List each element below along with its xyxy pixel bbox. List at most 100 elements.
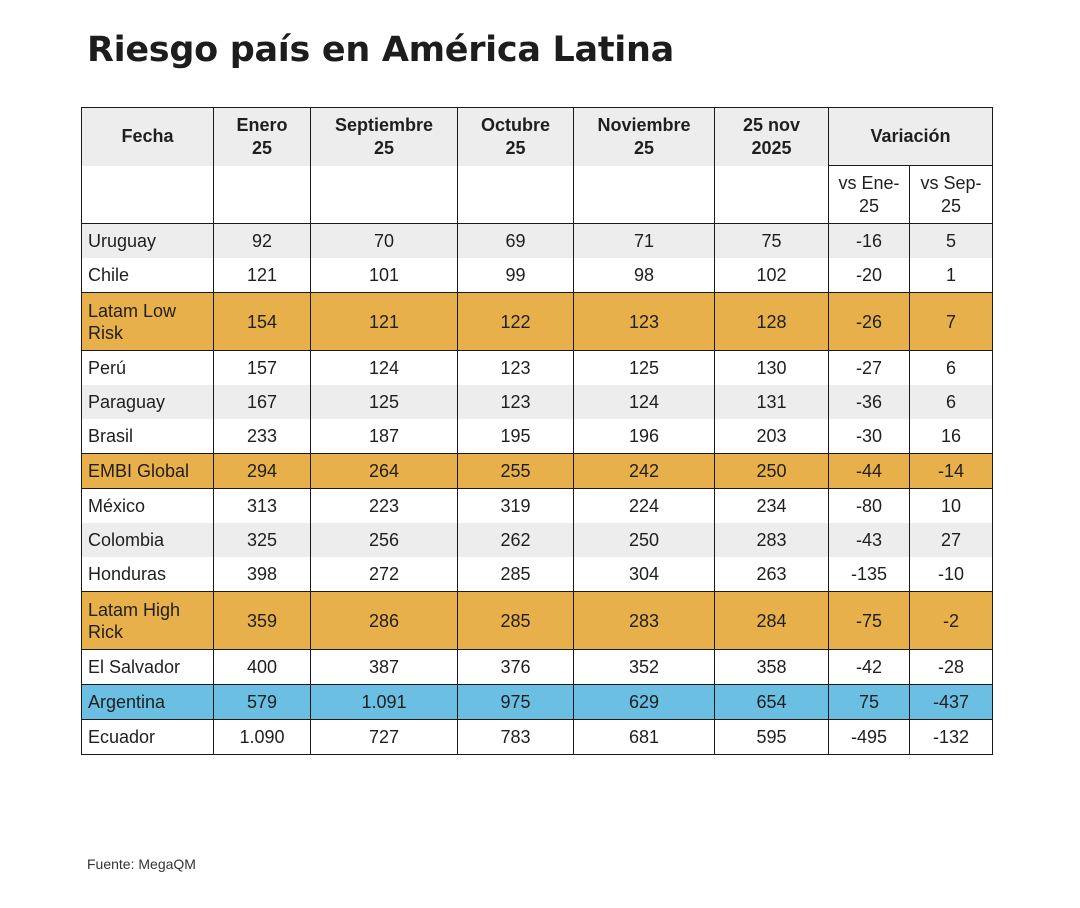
row-value: 16 [909, 419, 994, 454]
row-value: 398 [213, 557, 311, 592]
row-value: 27 [909, 523, 994, 557]
row-value: 99 [457, 258, 574, 293]
row-value: -42 [828, 649, 910, 685]
row-label: Uruguay [81, 223, 214, 258]
table-row: Brasil 233 187 195 196 203 -30 16 [81, 419, 994, 454]
row-value: 128 [714, 292, 829, 351]
row-value: 975 [457, 684, 574, 720]
row-label: Paraguay [81, 385, 214, 419]
row-value: -135 [828, 557, 910, 592]
row-value: 101 [310, 258, 458, 293]
row-value: 123 [573, 292, 715, 351]
row-value: -43 [828, 523, 910, 557]
row-value: 131 [714, 385, 829, 419]
row-value: 400 [213, 649, 311, 685]
row-value: 629 [573, 684, 715, 720]
row-value: 130 [714, 350, 829, 385]
table-row: Honduras 398 272 285 304 263 -135 -10 [81, 557, 994, 592]
subheader-empty [310, 165, 458, 224]
header-col-oct25: Octubre 25 [457, 107, 574, 166]
row-value: 71 [573, 223, 715, 258]
row-value: 154 [213, 292, 311, 351]
row-value: -80 [828, 488, 910, 523]
row-value: 234 [714, 488, 829, 523]
row-label: Argentina [81, 684, 214, 720]
row-value: 255 [457, 453, 574, 489]
row-value: -26 [828, 292, 910, 351]
row-label: El Salvador [81, 649, 214, 685]
header-variacion: Variación [828, 107, 994, 166]
row-value: 6 [909, 385, 994, 419]
table-row: Chile 121 101 99 98 102 -20 1 [81, 258, 994, 293]
row-value: 286 [310, 591, 458, 650]
subheader-empty [213, 165, 311, 224]
row-label: Colombia [81, 523, 214, 557]
chart-title: Riesgo país en América Latina [87, 30, 674, 70]
row-value: 121 [310, 292, 458, 351]
row-value: 304 [573, 557, 715, 592]
row-value: 681 [573, 719, 715, 755]
table-row: Latam High Rick 359 286 285 283 284 -75 -2 [81, 591, 994, 650]
row-value: 1.091 [310, 684, 458, 720]
row-label: Perú [81, 350, 214, 385]
row-value: 224 [573, 488, 715, 523]
row-value: 122 [457, 292, 574, 351]
row-value: 325 [213, 523, 311, 557]
row-value: -14 [909, 453, 994, 489]
header-row: Fecha Enero 25 Septiembre 25 Octubre 25 Nov… [81, 107, 994, 166]
row-value: 285 [457, 557, 574, 592]
row-value: 203 [714, 419, 829, 454]
source-note: Fuente: MegaQM [87, 856, 196, 872]
header-fecha: Fecha [81, 107, 214, 166]
table-row: México 313 223 319 224 234 -80 10 [81, 488, 994, 523]
row-value: 359 [213, 591, 311, 650]
row-value: -132 [909, 719, 994, 755]
row-value: 196 [573, 419, 715, 454]
header-col-25nov2025: 25 nov 2025 [714, 107, 829, 166]
row-value: 125 [310, 385, 458, 419]
table-row: Ecuador 1.090 727 783 681 595 -495 -132 [81, 719, 994, 755]
row-value: 283 [573, 591, 715, 650]
row-value: 313 [213, 488, 311, 523]
header-col-sep25: Septiembre 25 [310, 107, 458, 166]
row-value: 1.090 [213, 719, 311, 755]
table-row: EMBI Global 294 264 255 242 250 -44 -14 [81, 453, 994, 489]
table-row: Colombia 325 256 262 250 283 -43 27 [81, 523, 994, 557]
row-value: 242 [573, 453, 715, 489]
row-value: 294 [213, 453, 311, 489]
row-value: 595 [714, 719, 829, 755]
row-value: 358 [714, 649, 829, 685]
row-value: 75 [828, 684, 910, 720]
row-value: -16 [828, 223, 910, 258]
row-value: 223 [310, 488, 458, 523]
row-value: 75 [714, 223, 829, 258]
row-value: 10 [909, 488, 994, 523]
row-value: 783 [457, 719, 574, 755]
row-value: 123 [457, 350, 574, 385]
row-value: 124 [310, 350, 458, 385]
row-value: -75 [828, 591, 910, 650]
row-value: -28 [909, 649, 994, 685]
risk-table: Fecha Enero 25 Septiembre 25 Octubre 25 Nov… [81, 107, 994, 755]
row-value: -10 [909, 557, 994, 592]
row-label: Latam High Rick [81, 591, 214, 650]
subheader-vs-sep25: vs Sep- 25 [909, 165, 994, 224]
table-row: El Salvador 400 387 376 352 358 -42 -28 [81, 649, 994, 685]
subheader-empty [81, 165, 214, 224]
table-row: Paraguay 167 125 123 124 131 -36 6 [81, 385, 994, 419]
table-row: Uruguay 92 70 69 71 75 -16 5 [81, 223, 994, 258]
row-value: 7 [909, 292, 994, 351]
row-value: 6 [909, 350, 994, 385]
row-label: Chile [81, 258, 214, 293]
row-value: 250 [714, 453, 829, 489]
row-value: 654 [714, 684, 829, 720]
row-label: EMBI Global [81, 453, 214, 489]
row-value: -44 [828, 453, 910, 489]
row-value: -27 [828, 350, 910, 385]
row-value: 272 [310, 557, 458, 592]
row-value: 284 [714, 591, 829, 650]
row-value: -20 [828, 258, 910, 293]
row-value: 92 [213, 223, 311, 258]
row-value: 376 [457, 649, 574, 685]
row-label: Honduras [81, 557, 214, 592]
